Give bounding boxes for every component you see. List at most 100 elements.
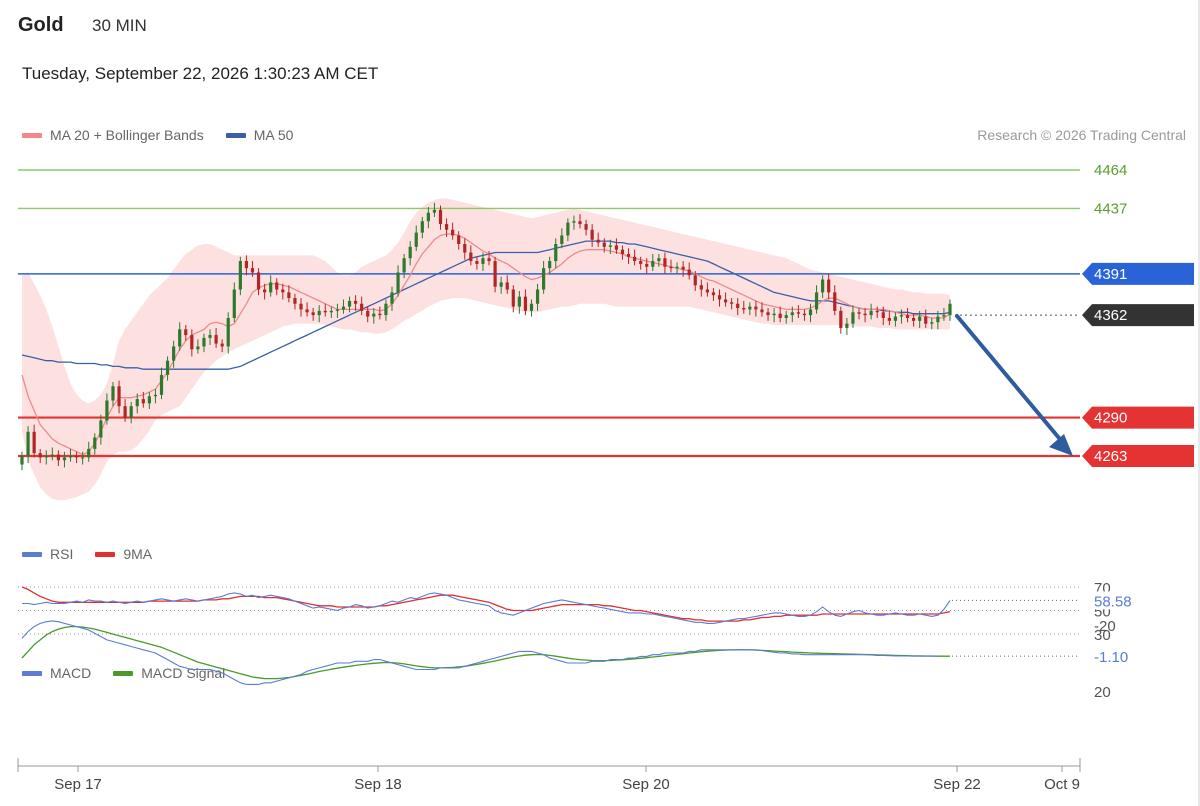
candle-body [56,454,60,461]
candle-body [396,272,400,293]
macd-signal-swatch-icon [113,670,134,676]
candle-body [414,232,418,247]
candle-body [930,322,934,324]
candle-body [905,315,910,318]
candle-body [32,431,36,454]
candle-body [190,335,194,350]
candle-body [26,431,30,456]
candle-body [833,292,837,311]
candle-body [87,448,91,458]
rsi-legend: RSI 9MA [22,546,174,562]
candle-body [899,315,904,317]
candle-body [851,312,855,324]
macd-tick-label: -20 [1094,618,1116,635]
candle-body [214,335,218,344]
candle-body [438,209,443,225]
legend-label: MACD [50,665,92,681]
candle-body [748,306,752,310]
candle-body [353,300,358,304]
candle-body [766,312,770,316]
candle-body [814,292,819,310]
candle-body [742,308,746,310]
candle-body [881,312,885,318]
legend-label: 9MA [123,546,153,562]
candle-body [705,289,709,293]
candle-body [238,261,242,290]
candle-body [796,312,800,314]
candle-body [420,221,424,233]
candle-body [38,453,42,458]
candle-body [730,302,734,304]
time-axis-label: Sep 22 [933,776,981,793]
candle-body [875,310,879,313]
candle-body [760,309,764,313]
candle-body [384,303,388,316]
candle-body [372,313,376,317]
candle-body [323,310,327,313]
candle-body [287,292,291,299]
candle-body [426,212,430,222]
level-tag-label: 4290 [1094,410,1127,427]
level-tag-4464: 4464 [1094,162,1127,179]
candle-body [517,296,521,307]
candle-body [196,346,200,350]
ma50-swatch-icon [225,132,246,138]
candle-body [821,279,825,293]
candle-body [772,313,776,316]
candle-body [335,309,339,311]
candle-body [481,258,485,264]
candle-body [390,292,394,304]
candle-body [535,289,540,304]
candle-body [226,317,230,347]
candle-body [839,310,843,328]
candle-body [596,239,600,243]
candle-body [572,221,576,223]
candle-body [165,360,170,375]
time-axis-label: Sep 20 [622,776,670,793]
timeframe-label[interactable]: 30 MIN [92,16,147,35]
candle-body [736,303,740,309]
candle-body [942,315,946,317]
candle-body [633,256,637,262]
candle-body [578,221,582,225]
candle-body [554,243,558,262]
candle-body [305,309,309,313]
candle-body [505,282,509,290]
candle-body [699,285,703,290]
candle-body [275,282,279,290]
candle-body [50,454,54,456]
candle-body [693,275,697,286]
candle-body [651,261,655,267]
ma50-line [21,240,951,370]
candle-body [626,253,631,257]
candle-body [263,289,267,293]
rsi-tick-label: 30 [1094,627,1111,644]
candle-body [135,399,139,407]
candle-body [172,346,176,361]
candle-body [451,229,455,236]
candle-body [778,313,782,318]
legend-item-9ma: 9MA [95,546,152,562]
candle-body [657,258,661,262]
candle-body [44,456,48,458]
price-legend: MA 20 + Bollinger Bands MA 50 [22,127,315,143]
candle-body [784,315,788,318]
ma20-swatch-icon [22,132,42,138]
candle-body [869,310,873,316]
candle-body [511,289,515,307]
candle-body [293,298,297,304]
candle-body [790,312,794,316]
frame-edge [1198,0,1200,806]
candle-body [560,235,564,244]
candle-body [499,282,503,287]
level-tag-bg [1082,262,1194,285]
candle-body [663,258,667,267]
bollinger-band-area [22,198,950,501]
instrument-title: Gold [18,14,64,36]
candle-body [117,386,121,407]
candle-body [936,316,940,323]
candle-body [566,222,570,236]
candle-body [523,296,528,311]
macd-swatch-icon [22,670,42,676]
